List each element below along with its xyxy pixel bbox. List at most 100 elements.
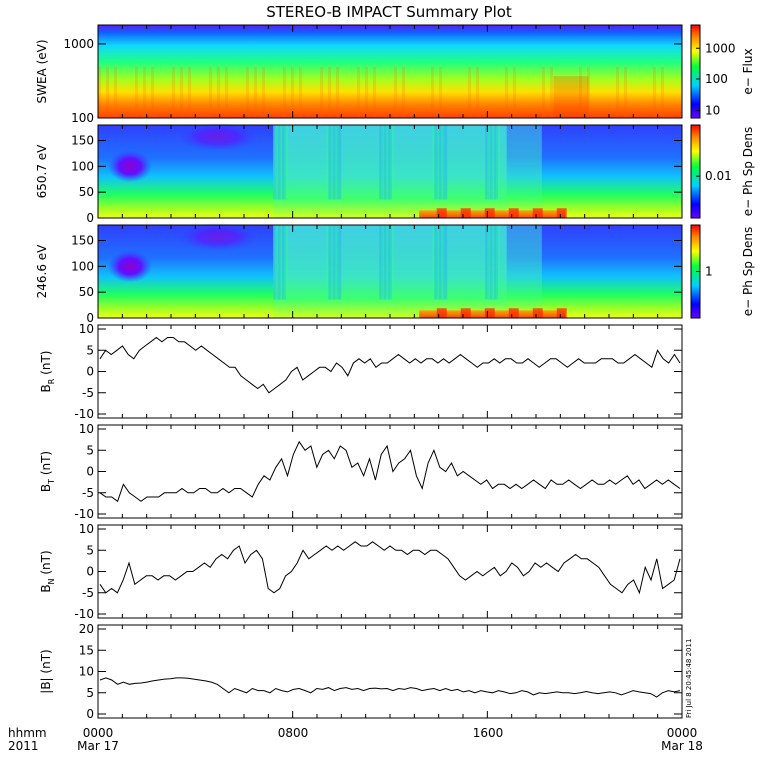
flux-streak xyxy=(542,66,545,118)
flux-streak xyxy=(653,66,656,118)
flux-streak xyxy=(476,66,479,118)
data-series-line xyxy=(99,541,681,595)
pad-hot-cell xyxy=(484,308,495,318)
footer-hhmm-label: hhmm xyxy=(8,726,47,740)
flux-streak xyxy=(553,76,589,118)
pad-streak xyxy=(282,225,286,300)
pad-purple-blob xyxy=(178,123,258,151)
pad-streak xyxy=(489,125,494,200)
y-tick-label: -5 xyxy=(82,486,94,500)
pad-streak xyxy=(388,125,392,200)
flux-streak xyxy=(579,66,582,118)
flux-streak xyxy=(209,66,212,118)
pad-streak xyxy=(489,225,494,300)
pad-streak xyxy=(485,225,490,300)
pad-streak xyxy=(496,225,501,300)
pad-streak xyxy=(390,225,395,300)
pad-streak xyxy=(330,225,335,300)
pad-streak xyxy=(496,125,501,200)
pad-streak xyxy=(381,125,386,200)
pad-streak xyxy=(436,225,441,300)
colorbar-tick-label: 100 xyxy=(705,72,728,86)
colorbar-label: e− Ph Sp Dens xyxy=(741,127,755,216)
pad-hot-cell xyxy=(508,208,519,218)
pad-hot-cell xyxy=(436,308,447,318)
flux-streak xyxy=(225,66,228,118)
pad-purple-blob xyxy=(108,250,152,283)
pad-streak xyxy=(335,225,339,300)
y-tick-label: 5 xyxy=(86,443,94,457)
pad-streak xyxy=(279,225,284,300)
y-axis-label: BN (nT) xyxy=(39,550,56,592)
data-series-line xyxy=(99,336,681,394)
y-tick-label: 10 xyxy=(79,522,94,536)
y-tick-label: -10 xyxy=(74,507,94,521)
flux-streak xyxy=(262,66,265,118)
y-tick-label: 10 xyxy=(79,322,94,336)
pad-mid-region xyxy=(273,125,507,218)
pad-streak xyxy=(335,125,339,200)
y-axis-label: 246.6 eV xyxy=(35,244,49,299)
pad-streak xyxy=(443,225,448,300)
flux-streak xyxy=(439,66,442,118)
y-tick-label: 0 xyxy=(86,211,94,225)
colorbar xyxy=(690,124,701,219)
pad-hot-cell xyxy=(556,208,567,218)
flux-streak xyxy=(357,66,360,118)
pad-streak xyxy=(273,225,278,300)
pad-streak xyxy=(279,125,284,200)
y-axis-label: |B| (nT) xyxy=(39,649,53,693)
y-tick-label: 100 xyxy=(71,159,94,173)
y-tick-label: 5 xyxy=(86,343,94,357)
colorbar-label: e− Flux xyxy=(741,48,755,94)
pad-streak xyxy=(438,225,443,300)
y-axis-label: BT (nT) xyxy=(39,451,56,492)
line-panel-frame xyxy=(97,524,683,619)
flux-streak xyxy=(291,66,294,118)
pad-hot-cell xyxy=(532,308,543,318)
pad-streak xyxy=(432,225,437,300)
swea-flux-field xyxy=(98,25,682,118)
pad-streak xyxy=(485,125,490,200)
y-tick-label: 0 xyxy=(86,707,94,721)
y-tick-label: 0 xyxy=(86,365,94,379)
pad-hot-cell xyxy=(460,308,471,318)
flux-streak xyxy=(550,66,553,118)
pad-streak xyxy=(275,125,280,200)
pad-streak xyxy=(385,125,390,200)
flux-streak xyxy=(135,66,138,118)
plot-title: STEREO-B IMPACT Summary Plot xyxy=(266,3,512,21)
flux-streak xyxy=(661,66,664,118)
flux-streak xyxy=(188,66,191,118)
y-tick-label: 150 xyxy=(71,234,94,248)
pad-streak xyxy=(385,225,390,300)
pad-streak xyxy=(277,125,282,200)
flux-streak xyxy=(98,66,101,118)
y-tick-label: -10 xyxy=(74,607,94,621)
y-tick-label: 10 xyxy=(79,422,94,436)
pad-streak xyxy=(434,225,439,300)
x-date-label-start: Mar 17 xyxy=(77,739,119,753)
y-tick-label: 20 xyxy=(79,622,94,636)
x-tick-label-3: 0000 xyxy=(667,726,698,740)
swea-spectrogram: 1000 100 SWEA (eV) 1000 100 10 e− Flux xyxy=(35,24,755,125)
pad-hot-cell xyxy=(436,208,447,218)
flux-streak xyxy=(151,66,154,118)
flux-streak xyxy=(180,66,183,118)
pad246-spectrogram: 150 100 50 0 246.6 eV 1 e− Ph Sp Dens xyxy=(35,223,755,325)
line-panel-frame xyxy=(97,324,683,419)
pad-streak xyxy=(273,125,278,200)
br-panel: 10 5 0 -5 -10 BR (nT) xyxy=(39,322,683,421)
flux-streak xyxy=(299,66,302,118)
flux-streak xyxy=(431,66,434,118)
colorbar xyxy=(690,24,701,119)
pad-hot-cell xyxy=(556,308,567,318)
flux-streak xyxy=(402,66,405,118)
pad-streak xyxy=(326,225,331,300)
x-tick-label-2: 1600 xyxy=(473,726,504,740)
flux-streak xyxy=(143,66,146,118)
y-tick-label: 150 xyxy=(71,134,94,148)
flux-streak xyxy=(587,66,590,118)
y-tick-label: -5 xyxy=(82,386,94,400)
y-tick-label: 0 xyxy=(86,311,94,325)
